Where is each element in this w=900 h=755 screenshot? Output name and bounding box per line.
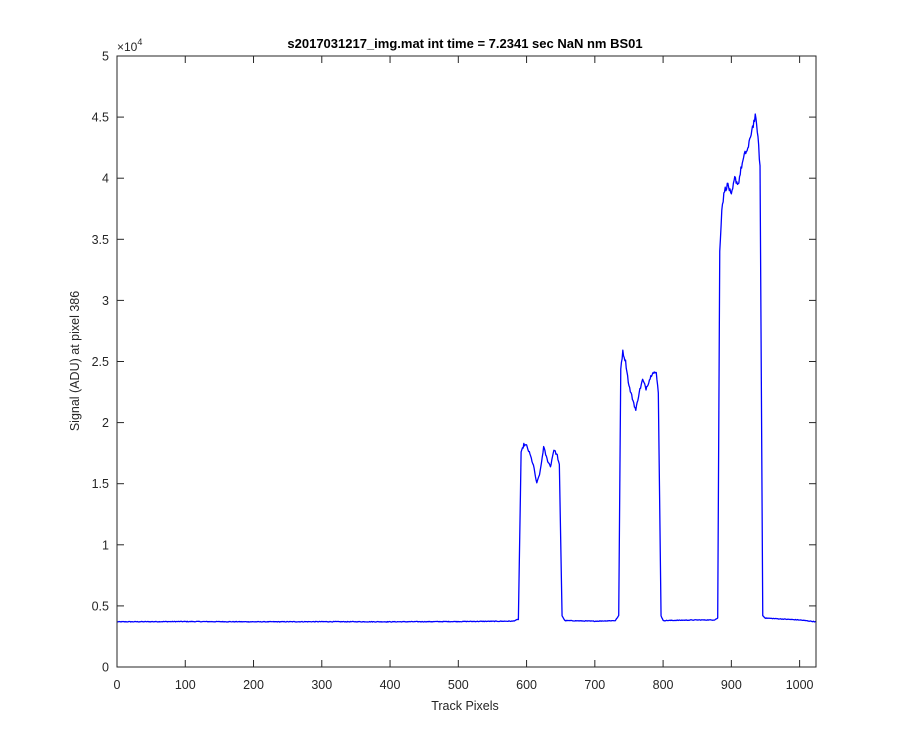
y-axis-exponent-power: 4 <box>137 37 142 47</box>
plot-background <box>117 56 816 667</box>
series-line <box>116 113 817 623</box>
x-tick-label: 700 <box>584 678 605 692</box>
x-tick-label: 100 <box>175 678 196 692</box>
y-tick-label: 2.5 <box>92 355 109 369</box>
x-ticks: 0 100 200 300 400 500 600 700 800 900 1000 <box>114 56 814 692</box>
x-tick-label: 500 <box>448 678 469 692</box>
series-layer <box>116 113 817 623</box>
y-tick-label: 3 <box>102 294 109 308</box>
y-tick-label: 3.5 <box>92 233 109 247</box>
y-tick-label: 5 <box>102 50 109 64</box>
plot-area <box>117 56 816 667</box>
y-ticks: 0 0.5 1 1.5 2 2.5 3 3.5 4 4.5 5 <box>92 50 816 675</box>
y-tick-label: 0 <box>102 661 109 675</box>
x-tick-label: 1000 <box>786 678 814 692</box>
y-axis-label: Signal (ADU) at pixel 386 <box>68 291 82 431</box>
y-tick-label: 2 <box>102 416 109 430</box>
x-tick-label: 800 <box>653 678 674 692</box>
x-tick-label: 600 <box>516 678 537 692</box>
x-tick-label: 200 <box>243 678 264 692</box>
x-tick-label: 0 <box>114 678 121 692</box>
y-tick-label: 1.5 <box>92 477 109 491</box>
x-tick-label: 900 <box>721 678 742 692</box>
y-tick-label: 4 <box>102 172 109 186</box>
y-tick-label: 4.5 <box>92 111 109 125</box>
x-tick-label: 300 <box>311 678 332 692</box>
y-tick-label: 1 <box>102 538 109 552</box>
y-axis-exponent: ×104 <box>117 37 142 54</box>
chart-title: s2017031217_img.mat int time = 7.2341 se… <box>287 36 642 51</box>
x-tick-label: 400 <box>380 678 401 692</box>
x-axis-label: Track Pixels <box>431 699 499 713</box>
y-tick-label: 0.5 <box>92 599 109 613</box>
y-axis-exponent-base: ×10 <box>117 40 138 54</box>
